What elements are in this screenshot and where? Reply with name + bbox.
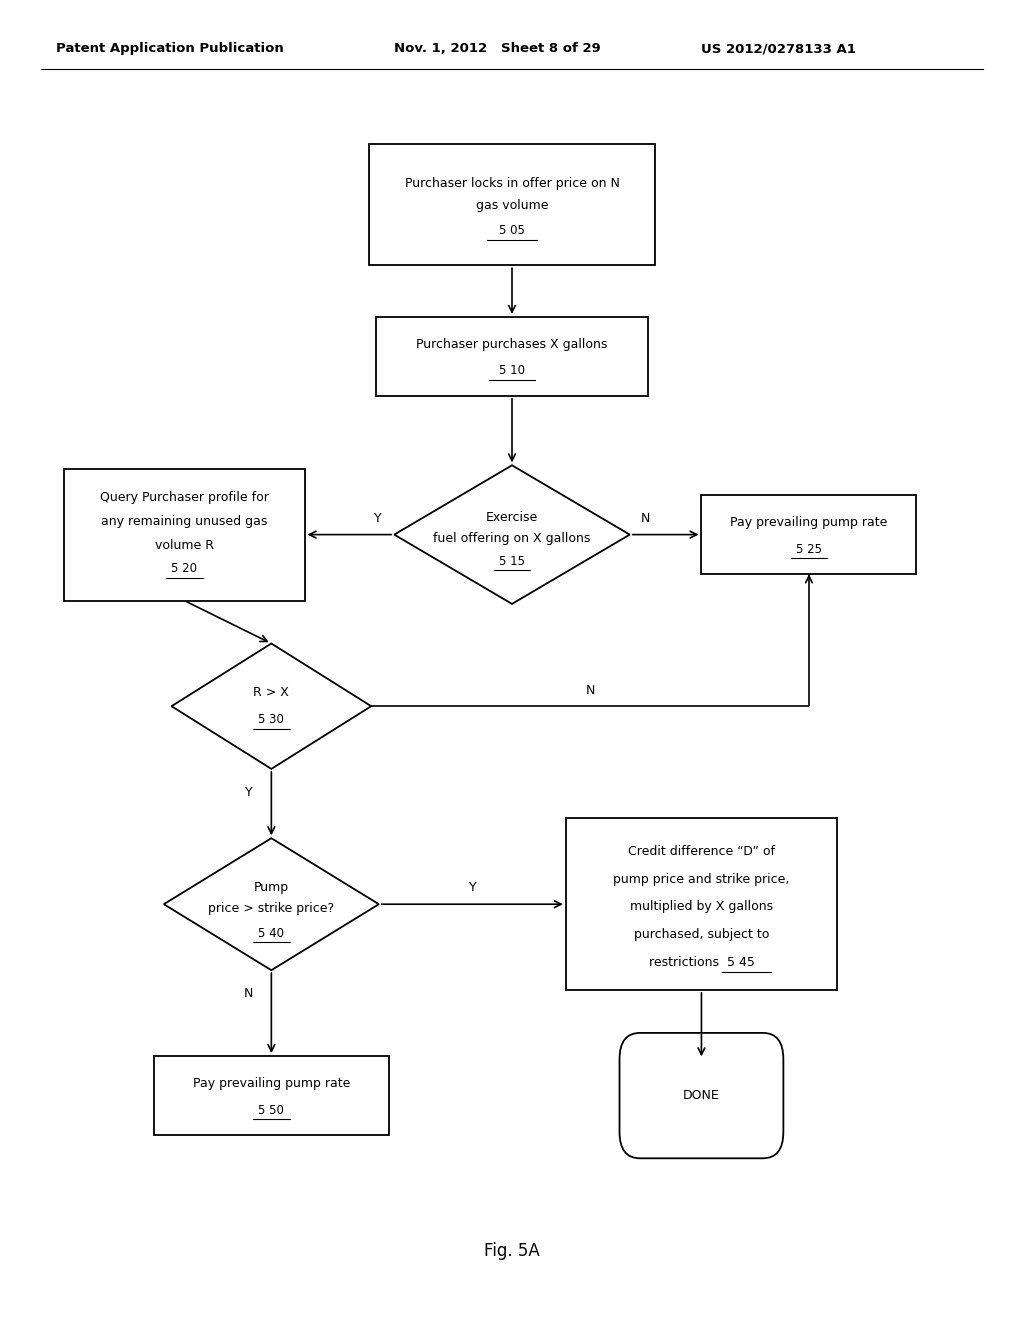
Text: Pay prevailing pump rate: Pay prevailing pump rate <box>193 1077 350 1090</box>
Text: DONE: DONE <box>683 1089 720 1102</box>
Text: 5 05: 5 05 <box>499 224 525 238</box>
Text: Fig. 5A: Fig. 5A <box>484 1242 540 1261</box>
Text: Y: Y <box>374 512 382 525</box>
Text: restrictions  5 45: restrictions 5 45 <box>648 956 755 969</box>
Text: 5 20: 5 20 <box>171 562 198 576</box>
Polygon shape <box>164 838 379 970</box>
Text: Y: Y <box>245 787 253 799</box>
Text: 5 50: 5 50 <box>258 1104 285 1117</box>
Polygon shape <box>172 643 372 768</box>
Text: volume R: volume R <box>155 539 214 552</box>
Text: Pay prevailing pump rate: Pay prevailing pump rate <box>730 516 888 529</box>
Text: Y: Y <box>469 880 476 894</box>
Text: price > strike price?: price > strike price? <box>208 902 335 915</box>
FancyBboxPatch shape <box>701 495 916 574</box>
Text: 5 10: 5 10 <box>499 364 525 378</box>
FancyBboxPatch shape <box>154 1056 389 1135</box>
Text: 5 30: 5 30 <box>258 713 285 726</box>
Text: gas volume: gas volume <box>476 199 548 213</box>
Text: any remaining unused gas: any remaining unused gas <box>101 515 267 528</box>
Text: fuel offering on X gallons: fuel offering on X gallons <box>433 532 591 545</box>
Text: Patent Application Publication: Patent Application Publication <box>56 42 284 55</box>
Text: pump price and strike price,: pump price and strike price, <box>613 873 790 886</box>
Text: purchased, subject to: purchased, subject to <box>634 928 769 941</box>
Text: 5 40: 5 40 <box>258 927 285 940</box>
Text: 5 25: 5 25 <box>796 543 822 556</box>
Text: US 2012/0278133 A1: US 2012/0278133 A1 <box>701 42 856 55</box>
Text: Pump: Pump <box>254 880 289 894</box>
Text: Credit difference “D” of: Credit difference “D” of <box>628 845 775 858</box>
Polygon shape <box>394 466 630 605</box>
Text: R > X: R > X <box>253 686 290 700</box>
Text: N: N <box>640 512 650 525</box>
Text: N: N <box>244 987 254 1001</box>
Text: 5 15: 5 15 <box>499 554 525 568</box>
Text: Purchaser purchases X gallons: Purchaser purchases X gallons <box>417 338 607 351</box>
FancyBboxPatch shape <box>369 144 655 265</box>
Text: Nov. 1, 2012   Sheet 8 of 29: Nov. 1, 2012 Sheet 8 of 29 <box>394 42 601 55</box>
Text: Exercise: Exercise <box>485 511 539 524</box>
FancyBboxPatch shape <box>63 469 305 601</box>
Text: Query Purchaser profile for: Query Purchaser profile for <box>100 491 268 504</box>
Text: N: N <box>586 684 595 697</box>
Text: Purchaser locks in offer price on N: Purchaser locks in offer price on N <box>404 177 620 190</box>
Text: multiplied by X gallons: multiplied by X gallons <box>630 900 773 913</box>
FancyBboxPatch shape <box>565 818 838 990</box>
FancyBboxPatch shape <box>620 1032 783 1159</box>
FancyBboxPatch shape <box>377 317 648 396</box>
